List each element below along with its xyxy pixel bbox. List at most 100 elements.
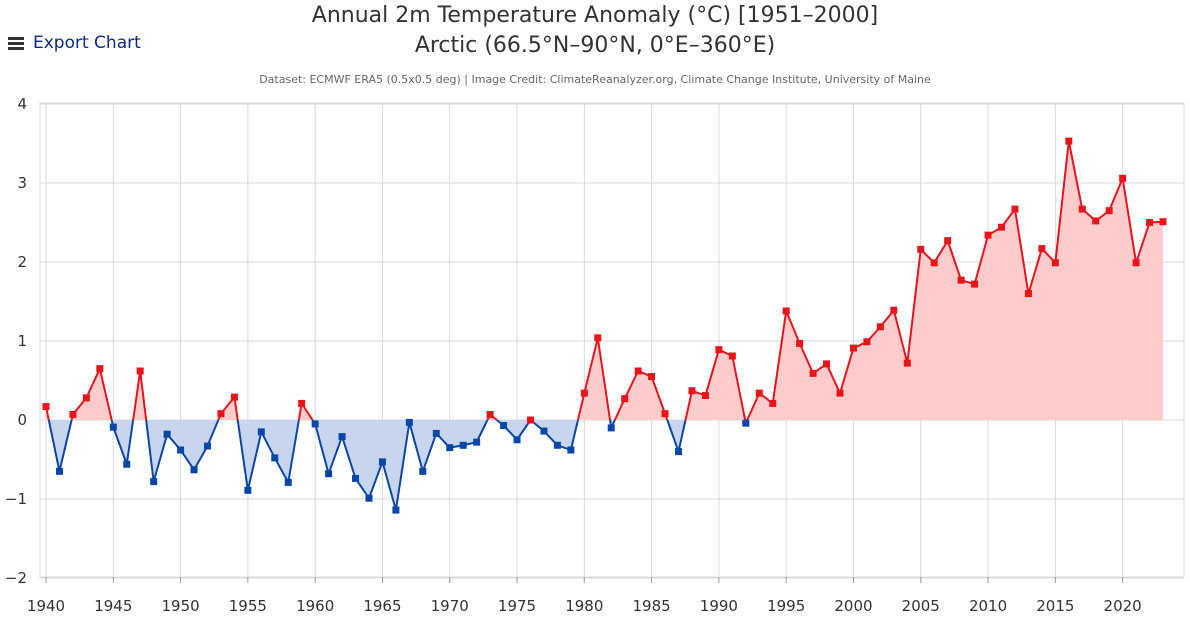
data-point[interactable] bbox=[1078, 205, 1086, 213]
data-point[interactable] bbox=[648, 373, 656, 381]
data-point[interactable] bbox=[163, 430, 171, 438]
data-point[interactable] bbox=[675, 448, 683, 456]
data-point[interactable] bbox=[1038, 245, 1046, 253]
x-tick-label: 2005 bbox=[902, 597, 940, 615]
data-point[interactable] bbox=[203, 442, 211, 450]
data-point[interactable] bbox=[1011, 205, 1019, 213]
data-point[interactable] bbox=[607, 424, 615, 432]
data-point[interactable] bbox=[1119, 174, 1127, 182]
data-point[interactable] bbox=[378, 458, 386, 466]
export-chart-button[interactable]: Export Chart bbox=[8, 33, 141, 53]
data-point[interactable] bbox=[526, 416, 534, 424]
data-point[interactable] bbox=[230, 393, 238, 401]
data-point[interactable] bbox=[796, 339, 804, 347]
positive-anomaly-area bbox=[685, 349, 746, 420]
data-point[interactable] bbox=[177, 446, 185, 454]
data-point[interactable] bbox=[513, 436, 521, 444]
positive-anomaly-area bbox=[614, 371, 668, 420]
data-point[interactable] bbox=[190, 466, 198, 474]
data-point[interactable] bbox=[150, 478, 158, 486]
positive-anomaly-line bbox=[684, 348, 747, 421]
data-point[interactable] bbox=[836, 389, 844, 397]
data-point[interactable] bbox=[55, 467, 63, 475]
data-point[interactable] bbox=[1146, 219, 1154, 226]
data-point[interactable] bbox=[69, 410, 77, 418]
data-point[interactable] bbox=[392, 506, 400, 514]
x-tick-label: 2015 bbox=[1036, 597, 1074, 615]
data-point[interactable] bbox=[688, 387, 696, 395]
data-point[interactable] bbox=[1051, 259, 1059, 267]
data-point[interactable] bbox=[271, 454, 279, 462]
data-point[interactable] bbox=[311, 420, 319, 428]
data-point[interactable] bbox=[863, 338, 871, 346]
data-point[interactable] bbox=[944, 237, 952, 245]
data-point[interactable] bbox=[701, 392, 709, 400]
data-point[interactable] bbox=[500, 422, 508, 430]
data-point[interactable] bbox=[352, 474, 360, 482]
data-point[interactable] bbox=[971, 280, 979, 288]
x-tick-label: 1945 bbox=[94, 597, 132, 615]
data-point[interactable] bbox=[849, 344, 857, 352]
image-credit: Dataset: ECMWF ERA5 (0.5x0.5 deg) | Imag… bbox=[259, 73, 931, 86]
data-point[interactable] bbox=[42, 403, 50, 411]
data-point[interactable] bbox=[917, 245, 925, 253]
data-point[interactable] bbox=[244, 486, 252, 494]
data-point[interactable] bbox=[486, 410, 494, 418]
data-point[interactable] bbox=[661, 410, 669, 418]
data-point[interactable] bbox=[432, 429, 440, 437]
x-tick-label: 1970 bbox=[431, 597, 469, 615]
data-point[interactable] bbox=[1065, 137, 1073, 145]
data-point[interactable] bbox=[553, 441, 561, 449]
data-point[interactable] bbox=[1024, 290, 1032, 298]
data-point[interactable] bbox=[890, 306, 898, 314]
data-point[interactable] bbox=[809, 369, 817, 377]
data-point[interactable] bbox=[1105, 207, 1113, 215]
data-point[interactable] bbox=[728, 352, 736, 360]
data-point[interactable] bbox=[1159, 218, 1167, 226]
data-point[interactable] bbox=[903, 359, 911, 367]
data-point[interactable] bbox=[473, 438, 481, 446]
y-tick-label: 4 bbox=[17, 95, 27, 113]
data-point[interactable] bbox=[257, 428, 265, 436]
data-point[interactable] bbox=[540, 427, 548, 435]
data-point[interactable] bbox=[298, 399, 306, 407]
data-point[interactable] bbox=[823, 360, 831, 368]
data-point[interactable] bbox=[1132, 259, 1140, 267]
data-point[interactable] bbox=[930, 259, 938, 267]
data-point[interactable] bbox=[984, 231, 992, 239]
data-point[interactable] bbox=[365, 494, 373, 502]
positive-anomaly-area bbox=[133, 371, 147, 420]
data-point[interactable] bbox=[769, 399, 777, 407]
data-point[interactable] bbox=[755, 389, 763, 397]
data-point[interactable] bbox=[634, 367, 642, 375]
data-point[interactable] bbox=[123, 460, 131, 468]
data-point[interactable] bbox=[782, 307, 790, 315]
data-point[interactable] bbox=[405, 418, 413, 426]
data-point[interactable] bbox=[96, 365, 104, 373]
data-point[interactable] bbox=[594, 334, 602, 342]
data-point[interactable] bbox=[217, 410, 225, 418]
positive-anomaly-area bbox=[71, 368, 112, 420]
data-point[interactable] bbox=[136, 367, 144, 375]
data-point[interactable] bbox=[957, 276, 965, 284]
data-point[interactable] bbox=[742, 419, 750, 427]
data-point[interactable] bbox=[715, 346, 723, 354]
plot-border bbox=[39, 102, 1185, 578]
data-point[interactable] bbox=[109, 423, 117, 431]
data-point[interactable] bbox=[459, 441, 467, 449]
data-point[interactable] bbox=[446, 444, 454, 452]
data-point[interactable] bbox=[82, 394, 90, 402]
data-point[interactable] bbox=[284, 478, 292, 486]
data-point[interactable] bbox=[325, 470, 333, 478]
data-point[interactable] bbox=[1092, 217, 1100, 225]
data-point[interactable] bbox=[876, 323, 884, 331]
data-point[interactable] bbox=[998, 223, 1006, 231]
x-tick-label: 2020 bbox=[1104, 597, 1142, 615]
data-point[interactable] bbox=[338, 433, 346, 441]
data-point[interactable] bbox=[419, 467, 427, 475]
data-point[interactable] bbox=[580, 389, 588, 397]
x-tick-label: 1985 bbox=[633, 597, 671, 615]
data-point[interactable] bbox=[621, 395, 629, 403]
y-tick-label: 1 bbox=[17, 332, 27, 350]
data-point[interactable] bbox=[567, 446, 575, 454]
